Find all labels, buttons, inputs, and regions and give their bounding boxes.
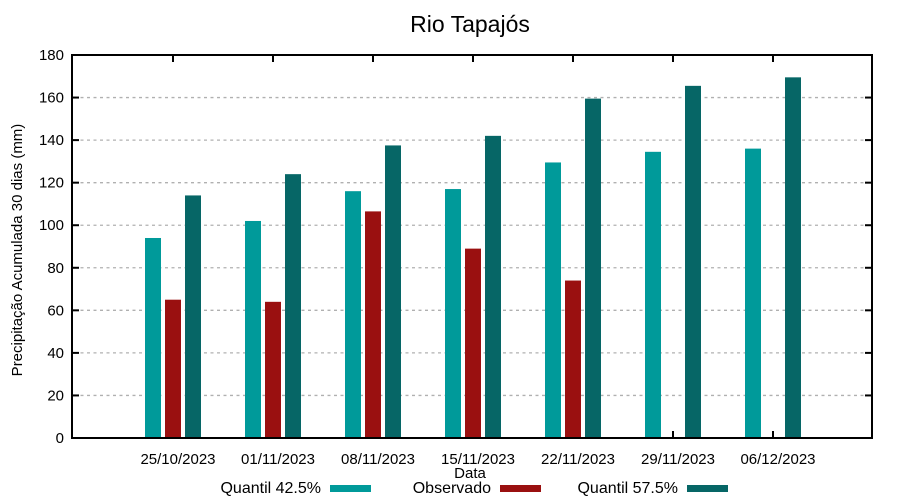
y-tick-label-60: 60: [47, 302, 64, 319]
bar-s1-c0: [165, 299, 181, 438]
y-tick-label-120: 120: [39, 175, 64, 192]
bar-s2-c3: [485, 135, 501, 438]
x-tick-label-2: 08/11/2023: [341, 451, 415, 468]
legend-label-observado: Observado: [413, 480, 491, 497]
bar-s0-c1: [245, 220, 261, 438]
bar-s0-c0: [145, 237, 161, 438]
bar-s0-c3: [445, 189, 461, 438]
x-tick-label-6: 06/12/2023: [740, 451, 815, 468]
legend-swatch-observado: [500, 485, 541, 492]
legend-label-quantil-57-5: Quantil 57.5%: [577, 480, 678, 497]
bar-s2-c6: [785, 77, 801, 438]
x-tick-label-5: 29/11/2023: [641, 451, 715, 468]
plot-area: 0 20 40 60 80 100 120 140 160 180 25/10/2023 01/11/…: [39, 47, 873, 468]
y-tick-label-80: 80: [47, 260, 64, 277]
y-tick-label-160: 160: [39, 90, 64, 107]
x-tick-label-1: 01/11/2023: [241, 451, 315, 468]
y-tick-label-20: 20: [47, 387, 64, 404]
bar-s2-c2: [385, 145, 401, 439]
bar-s1-c1: [265, 301, 281, 438]
bar-s1-c2: [365, 211, 381, 438]
x-tick-label-3: 15/11/2023: [441, 451, 515, 468]
bar-s1-c4: [565, 280, 581, 438]
x-axis-label: Data: [454, 465, 486, 482]
y-tick-label-0: 0: [56, 430, 64, 447]
chart-title: Rio Tapajós: [410, 11, 530, 37]
bar-s2-c1: [285, 174, 301, 438]
bar-s1-c3: [465, 248, 481, 438]
y-tick-label-180: 180: [39, 47, 64, 64]
bar-s0-c6: [745, 148, 761, 438]
y-tick-label-40: 40: [47, 345, 64, 362]
legend-swatch-quantil-57-5: [687, 485, 728, 492]
bar-s0-c2: [345, 191, 361, 438]
x-tick-label-0: 25/10/2023: [140, 451, 215, 468]
x-tick-label-4: 22/11/2023: [541, 451, 615, 468]
bar-s2-c5: [685, 85, 701, 438]
legend-label-quantil-42-5: Quantil 42.5%: [220, 480, 321, 497]
legend-swatch-quantil-42-5: [330, 485, 371, 492]
bar-s2-c4: [585, 98, 601, 438]
y-tick-label-100: 100: [39, 217, 64, 234]
y-axis-label: Precipitação Acumulada 30 dias (mm): [9, 124, 26, 377]
plot-border: [71, 54, 873, 439]
y-tick-label-140: 140: [39, 132, 64, 149]
bar-s0-c4: [545, 162, 561, 439]
bar-s0-c5: [645, 151, 661, 438]
bar-s2-c0: [185, 195, 201, 438]
legend: Quantil 42.5% Observado Quantil 57.5%: [220, 480, 728, 497]
